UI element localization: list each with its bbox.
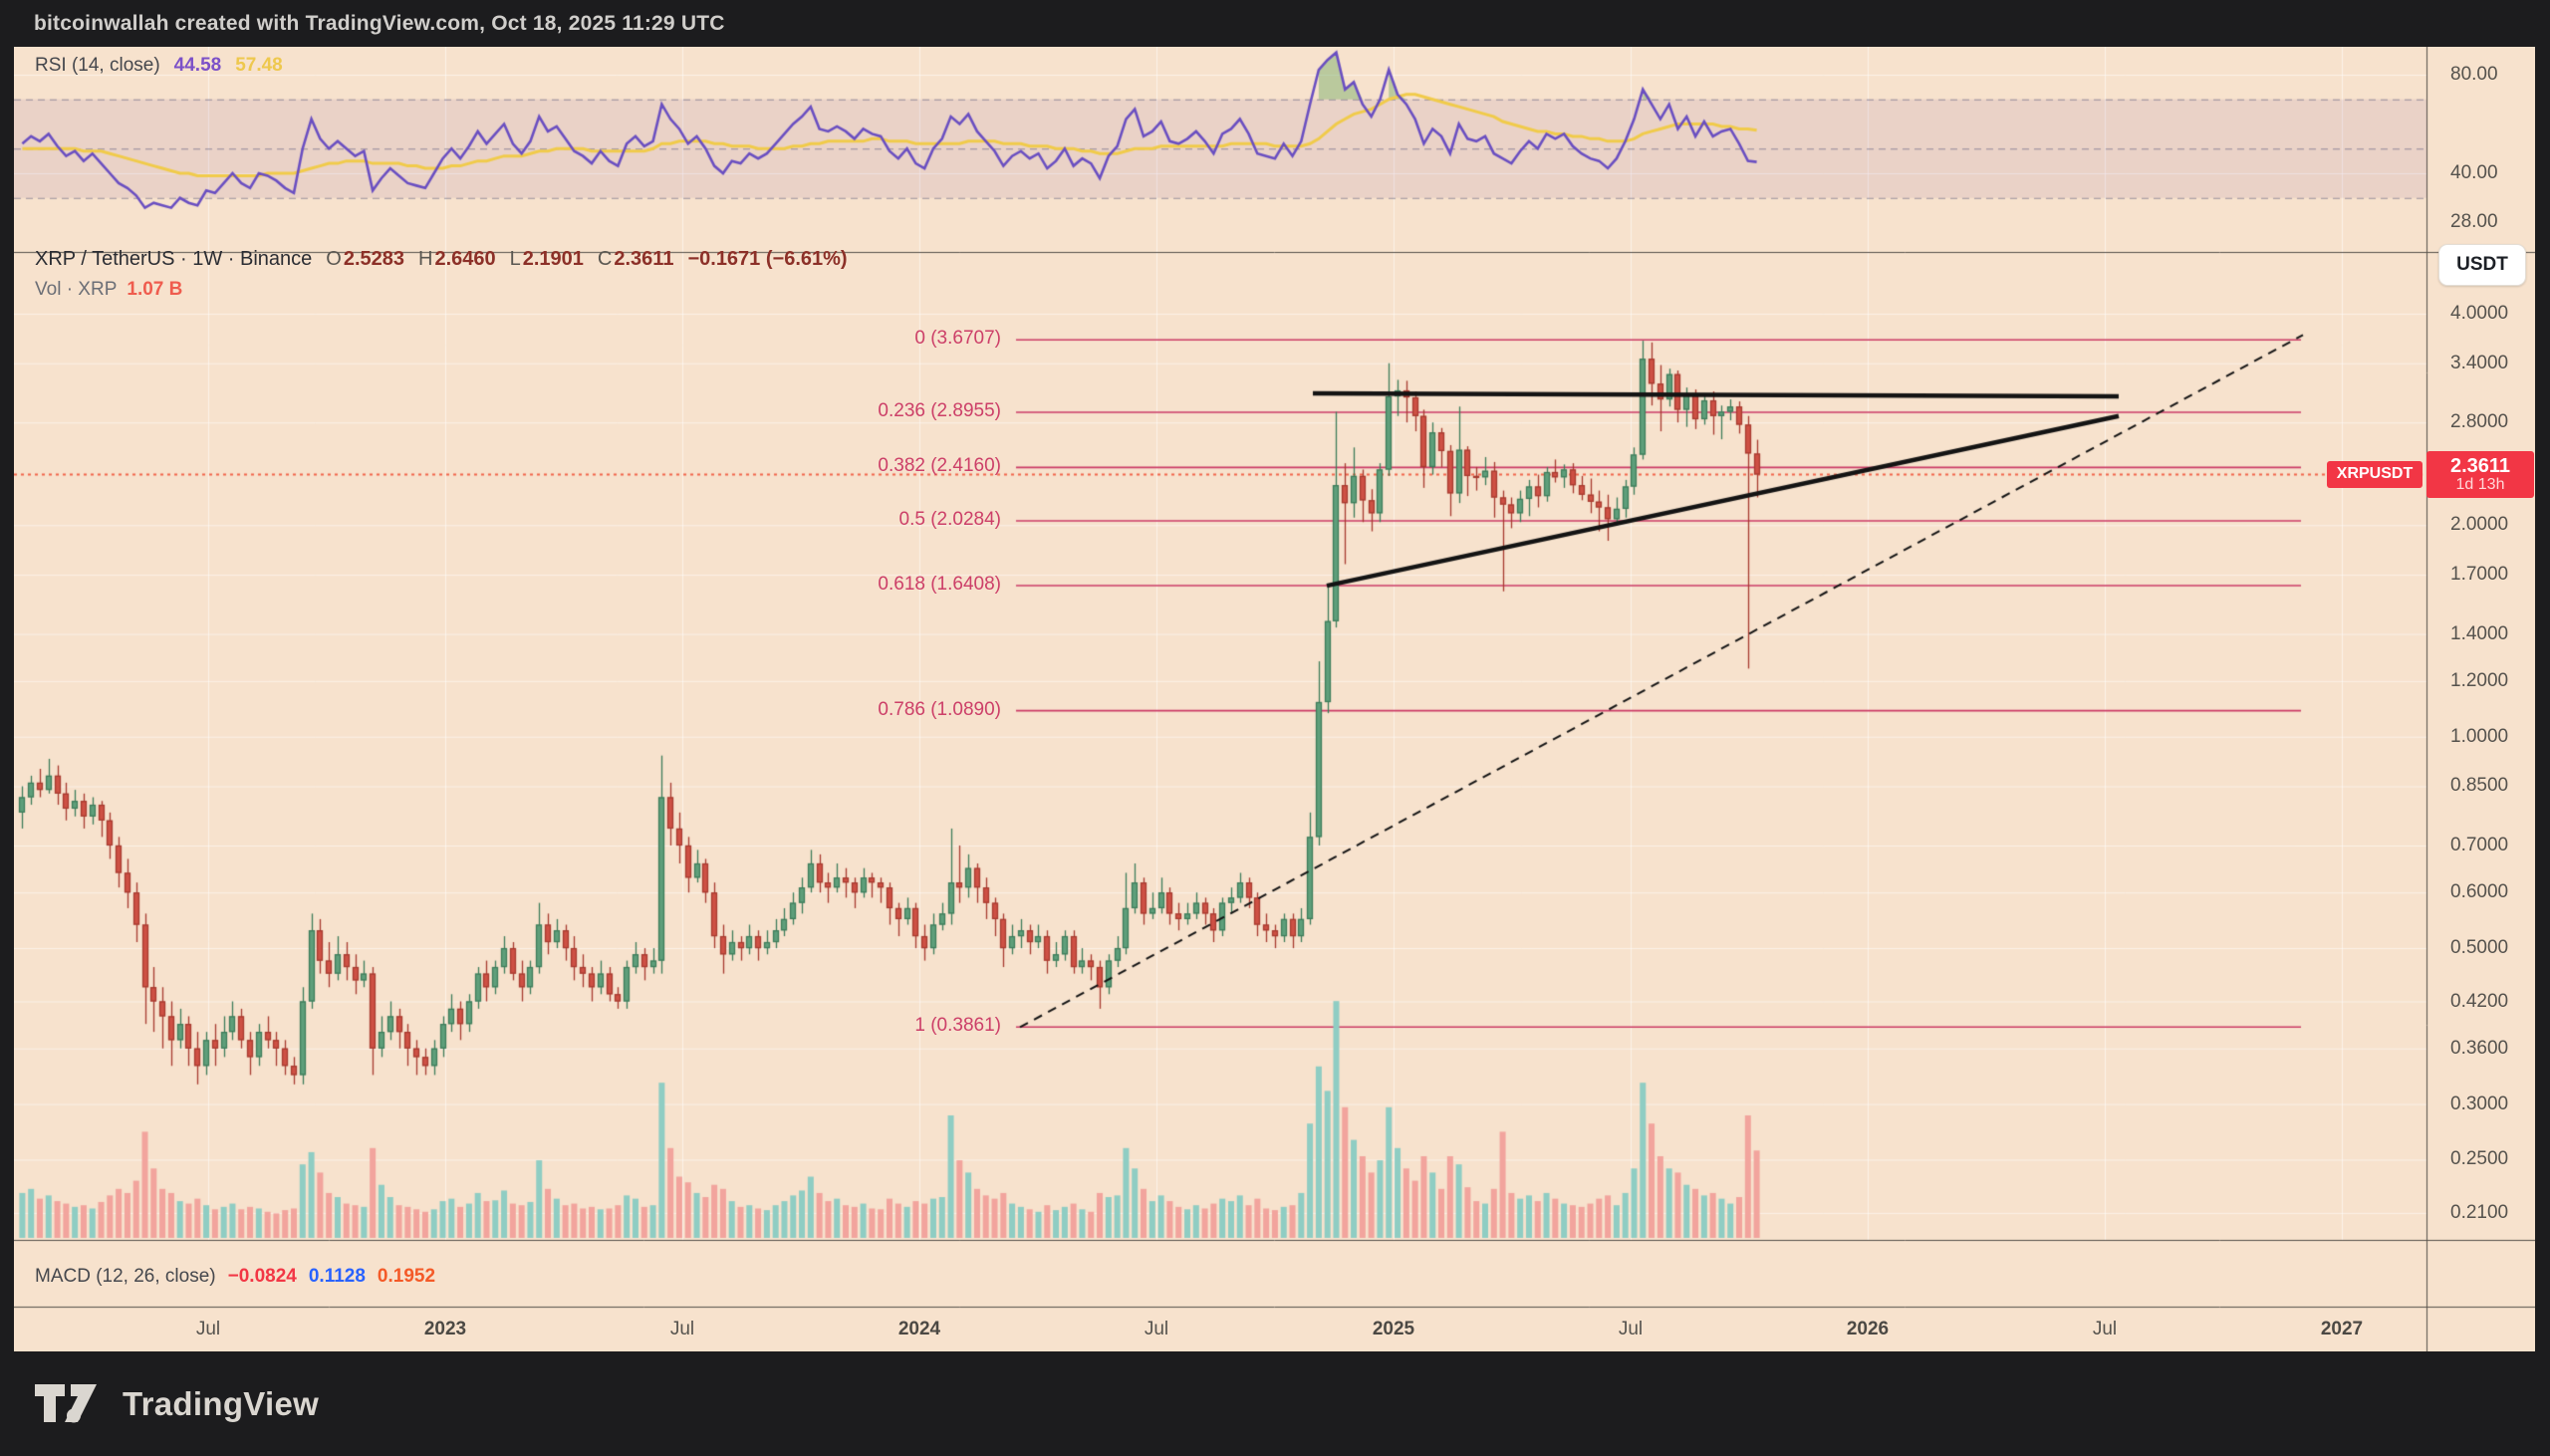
- rsi-axis-tick: 80.00: [2450, 64, 2498, 85]
- fib-level-label: 0.236 (2.8955): [878, 399, 1001, 421]
- symbol-legend[interactable]: XRP / TetherUS · 1W · Binance O 2.5283 H…: [35, 248, 848, 271]
- rsi-axis-tick: 40.00: [2450, 162, 2498, 183]
- price-axis-tick: 0.4200: [2450, 990, 2509, 1012]
- ohlc-low: L 2.1901: [509, 248, 584, 270]
- price-axis-tick: 3.4000: [2450, 352, 2509, 373]
- time-axis-label: 2026: [1846, 1319, 1890, 1339]
- fib-level-label: 1 (0.3861): [914, 1015, 1001, 1037]
- price-chart-canvas[interactable]: [14, 47, 2535, 1351]
- fib-level-label: 0.5 (2.0284): [898, 508, 1001, 530]
- price-axis-tick: 1.0000: [2450, 725, 2509, 747]
- price-axis-tick: 0.8500: [2450, 775, 2509, 797]
- time-axis-label: Jul: [2092, 1319, 2118, 1339]
- price-axis-tick: 1.4000: [2450, 622, 2509, 644]
- time-axis-label: Jul: [195, 1319, 221, 1339]
- time-axis-label: Jul: [669, 1319, 695, 1339]
- price-axis-tick: 1.2000: [2450, 669, 2509, 691]
- price-axis-tick: 0.6000: [2450, 881, 2509, 903]
- time-axis-label: 2025: [1372, 1319, 1415, 1339]
- price-axis-tick: 0.2100: [2450, 1201, 2509, 1223]
- time-axis-label: Jul: [1144, 1319, 1169, 1339]
- symbol-title: XRP / TetherUS · 1W · Binance: [35, 248, 313, 270]
- macd-label: MACD (12, 26, close): [35, 1266, 216, 1287]
- rsi-legend[interactable]: RSI (14, close) 44.58 57.48: [35, 55, 283, 77]
- last-price-badge: 2.3611 1d 13h: [2426, 450, 2534, 498]
- time-axis-label: 2024: [897, 1319, 941, 1339]
- macd-line-value: 0.1128: [308, 1266, 366, 1287]
- attribution-bar: bitcoinwallah created with TradingView.c…: [0, 0, 2550, 47]
- price-axis-tick: 0.3600: [2450, 1037, 2509, 1059]
- price-axis[interactable]: USDT 4.0000 3.4000 2.8000 2.0000 1.7000 1.400…: [2426, 47, 2535, 1351]
- rsi-value: 44.58: [173, 55, 222, 76]
- fib-level-label: 0.382 (2.4160): [878, 455, 1001, 477]
- fib-level-label: 0.786 (1.0890): [878, 698, 1001, 720]
- macd-legend[interactable]: MACD (12, 26, close) −0.0824 0.1128 0.19…: [35, 1266, 435, 1288]
- price-axis-tick: 0.3000: [2450, 1092, 2509, 1114]
- volume-label: Vol · XRP: [35, 279, 118, 300]
- price-axis-tick: 0.7000: [2450, 834, 2509, 855]
- tradingview-logo[interactable]: TradingView: [35, 1383, 320, 1424]
- volume-legend[interactable]: Vol · XRP 1.07 B: [35, 279, 182, 301]
- last-price: 2.3611: [2449, 454, 2511, 477]
- rsi-label: RSI (14, close): [35, 55, 160, 76]
- time-axis[interactable]: Jul 2023 Jul 2024 Jul 2025 Jul 2026 Jul 2027: [14, 1307, 2426, 1351]
- price-axis-tick: 2.0000: [2450, 514, 2509, 536]
- rsi-ma-value: 57.48: [235, 55, 283, 76]
- macd-histogram-value: −0.0824: [227, 1266, 297, 1287]
- ohlc-high: H 2.6460: [418, 248, 496, 270]
- ohlc-close: C 2.3611: [597, 248, 674, 270]
- volume-value: 1.07 B: [127, 279, 183, 300]
- time-axis-label: 2023: [423, 1319, 467, 1339]
- time-axis-label: Jul: [1618, 1319, 1644, 1339]
- price-change: −0.1671 (−6.61%): [687, 248, 848, 270]
- chart-area: RSI (14, close) 44.58 57.48 XRP / Tether…: [14, 47, 2535, 1351]
- currency-toggle-button[interactable]: USDT: [2438, 244, 2526, 286]
- price-axis-tick: 0.5000: [2450, 937, 2509, 959]
- attribution-text: bitcoinwallah created with TradingView.c…: [34, 11, 725, 35]
- fib-level-label: 0.618 (1.6408): [878, 573, 1001, 595]
- price-axis-tick: 2.8000: [2450, 411, 2509, 433]
- price-axis-tick: 1.7000: [2450, 564, 2509, 586]
- ohlc-open: O 2.5283: [326, 248, 404, 270]
- tradingview-logo-icon: [35, 1383, 107, 1424]
- macd-signal-value: 0.1952: [377, 1266, 436, 1287]
- tradingview-logo-text: TradingView: [123, 1384, 320, 1422]
- footer: TradingView: [0, 1351, 2550, 1456]
- fib-level-label: 0 (3.6707): [914, 328, 1001, 350]
- time-axis-label: 2027: [2320, 1319, 2364, 1339]
- bar-countdown: 1d 13h: [2455, 475, 2505, 493]
- symbol-price-tag: XRPUSDT: [2327, 460, 2422, 488]
- rsi-axis-tick: 28.00: [2450, 211, 2498, 232]
- price-axis-tick: 0.2500: [2450, 1148, 2509, 1170]
- price-axis-tick: 4.0000: [2450, 302, 2509, 324]
